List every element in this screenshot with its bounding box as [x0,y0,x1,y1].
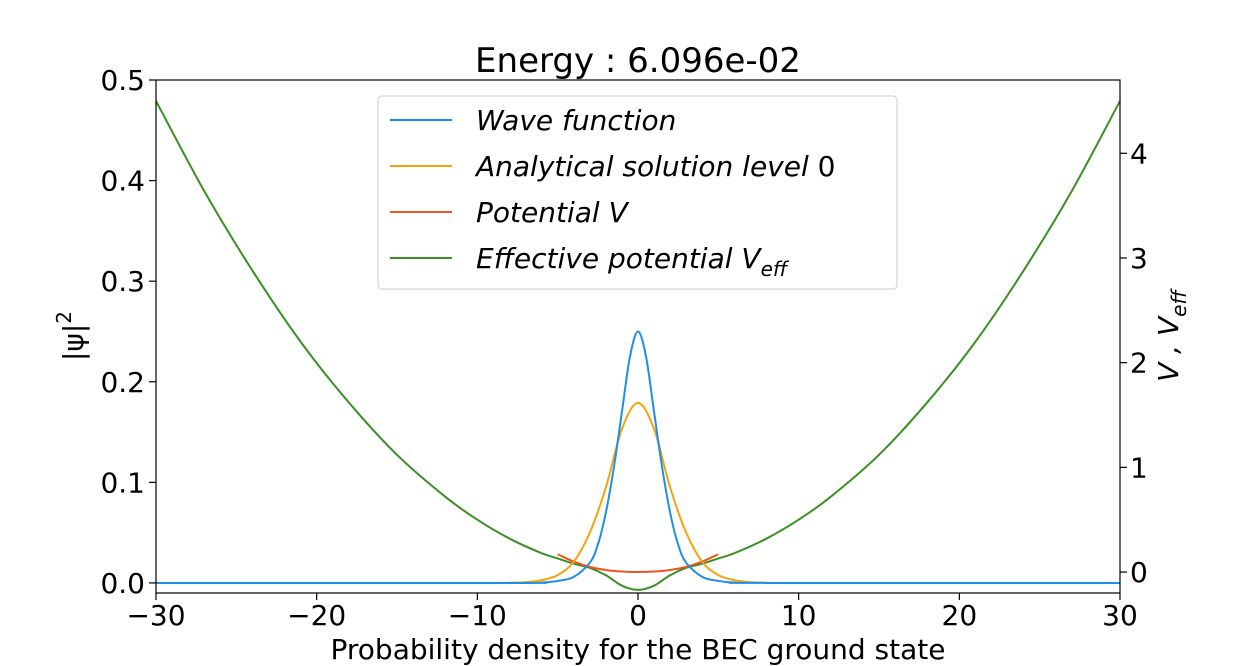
x-tick-label: −30 [126,599,185,632]
y-left-axis-label-main: |ψ| [57,324,90,361]
y-right-tick-label: 0 [1130,556,1148,589]
y-left-tick-label: 0.1 [100,466,145,499]
y-left-tick-label: 0.3 [100,265,145,298]
y-right-ticks: 0 1 2 3 4 [1120,137,1148,589]
x-tick-label: 30 [1102,599,1138,632]
y-right-tick-label: 4 [1130,137,1148,170]
y-right-axis-label: V , Veff [1152,288,1191,382]
y-left-axis-label-sup: 2 [52,311,76,324]
x-axis-label: Probability density for the BEC ground s… [331,633,946,666]
x-tick-label: 0 [629,599,647,632]
chart-title: Energy : 6.096e-02 [475,41,801,81]
legend-label: Potential V [476,196,630,229]
y-right-tick-label: 3 [1130,242,1148,275]
y-right-tick-label: 2 [1130,347,1148,380]
y-left-tick-label: 0.5 [100,64,145,97]
y-left-tick-label: 0.2 [100,366,145,399]
y-left-tick-label: 0.0 [100,567,145,600]
plot-lines [155,100,1121,591]
legend-label: Effective potential Veff [476,242,790,281]
y-left-axis-label: |ψ|2 [52,311,90,361]
x-tick-label: −10 [448,599,507,632]
y-right-tick-label: 1 [1130,451,1148,484]
x-tick-label: −20 [287,599,346,632]
legend-entries: Wave function Analytical solution level 0… [390,104,836,281]
legend-label: Analytical solution level 0 [474,150,836,183]
y-right-axis-label-sub: eff [1167,288,1191,317]
series-line-2 [557,553,719,574]
series-line-0 [155,330,1121,584]
x-tick-label: 20 [942,599,978,632]
x-tick-label: 10 [781,599,817,632]
series-line-3 [155,100,1121,591]
y-left-tick-label: 0.4 [100,165,145,198]
legend: Wave function Analytical solution level 0… [377,95,898,290]
y-right-axis-label-main: V , V [1152,315,1185,382]
x-ticks: −30 −20 −10 0 10 20 30 [126,593,1138,632]
y-left-ticks: 0.0 0.1 0.2 0.3 0.4 0.5 [100,64,156,600]
legend-label: Wave function [476,104,676,137]
series-line-1 [155,401,1121,584]
legend-box [377,95,898,290]
